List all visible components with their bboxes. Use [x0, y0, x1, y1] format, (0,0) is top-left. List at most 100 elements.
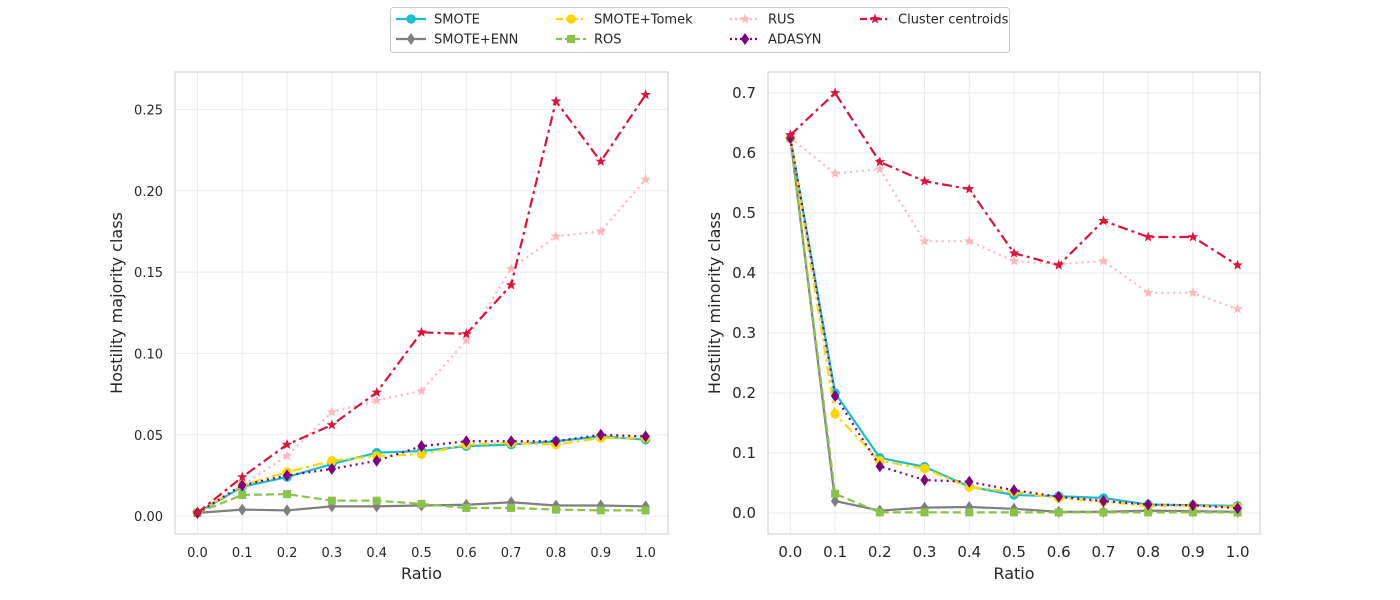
- series-ros: [786, 134, 1242, 517]
- x-ticks: 0.0 0.1 0.2 0.3 0.4 0.5 0.6 0.7 0.8 0.9 1.0: [778, 543, 1249, 561]
- data-point-rus: [964, 235, 975, 246]
- data-point-cluster-centroids: [1187, 231, 1199, 242]
- data-point-adasyn: [920, 474, 929, 486]
- data-point-smote-tomek: [919, 463, 930, 474]
- y-tick-label: 0.25: [134, 103, 163, 118]
- data-point-ros: [372, 496, 381, 505]
- data-point-adasyn: [1009, 484, 1019, 497]
- data-point-adasyn: [1233, 502, 1242, 515]
- series-cluster-centroids: [192, 89, 651, 518]
- legend-label: RUS: [768, 13, 795, 28]
- data-point-cluster-centroids: [829, 87, 841, 98]
- data-point-cluster-centroids: [919, 175, 930, 186]
- plot-frame: [767, 71, 1261, 535]
- data-point-smote-enn: [830, 495, 840, 507]
- plot-minority: 0.0 0.1 0.2 0.3 0.4 0.5 0.6 0.7 0.8 0.9 1.00.00.10…: [705, 71, 1261, 583]
- data-point-smote-enn: [920, 501, 929, 514]
- data-point-adasyn: [1188, 499, 1198, 512]
- data-point-ros: [596, 506, 605, 515]
- data-point-rus: [461, 334, 472, 345]
- data-point-ros: [283, 490, 292, 499]
- series-ros: [193, 490, 650, 517]
- data-point-ros: [238, 490, 247, 499]
- data-point-adasyn: [551, 435, 561, 448]
- x-tick-label: 0.0: [187, 546, 208, 561]
- y-axis-label: Hostility majority class: [107, 212, 126, 394]
- series-adasyn: [193, 428, 650, 519]
- legend-label: SMOTE+Tomek: [594, 13, 693, 28]
- data-point-rus: [1008, 255, 1020, 266]
- y-tick-label: 0.5: [732, 204, 756, 222]
- data-point-cluster-centroids: [505, 279, 517, 290]
- plot-frame: [174, 71, 669, 535]
- data-point-smote-enn: [238, 503, 247, 516]
- data-point-cluster-centroids: [1232, 259, 1243, 270]
- plot-majority: 0.0 0.1 0.2 0.3 0.4 0.5 0.6 0.7 0.8 0.9 1.00.000.0…: [107, 71, 669, 583]
- data-point-rus: [281, 450, 293, 461]
- data-point-rus: [919, 235, 930, 246]
- y-tick-label: 0.3: [732, 324, 756, 342]
- y-tick-label: 0.15: [134, 266, 163, 281]
- data-point-cluster-centroids: [1142, 231, 1154, 242]
- data-point-cluster-centroids: [550, 95, 562, 106]
- x-tick-label: 0.3: [322, 546, 343, 561]
- x-tick-label: 0.4: [957, 543, 981, 561]
- data-point-ros: [641, 506, 650, 515]
- data-point-cluster-centroids: [192, 507, 203, 518]
- legend-marker: [869, 13, 881, 24]
- data-point-ros: [831, 489, 840, 498]
- data-point-adasyn: [372, 454, 381, 467]
- data-point-cluster-centroids: [595, 155, 606, 166]
- data-point-cluster-centroids: [281, 439, 293, 449]
- data-point-rus: [1142, 287, 1154, 298]
- data-point-ros: [551, 505, 560, 514]
- data-point-rus: [416, 385, 427, 396]
- data-point-cluster-centroids: [1008, 247, 1020, 258]
- y-tick-label: 0.7: [732, 84, 756, 102]
- x-tick-label: 0.4: [366, 546, 387, 561]
- data-point-adasyn: [596, 428, 605, 441]
- series-line-rus: [789, 137, 1239, 311]
- data-point-cluster-centroids: [1098, 215, 1109, 226]
- data-point-adasyn: [506, 435, 516, 448]
- legend-label: ROS: [594, 33, 622, 48]
- x-tick-label: 0.7: [1092, 543, 1116, 561]
- data-point-cluster-centroids: [640, 89, 651, 100]
- x-axis-label: Ratio: [401, 564, 442, 583]
- data-point-ros: [1010, 508, 1018, 517]
- data-point-ros: [1188, 508, 1197, 517]
- legend-item-cluster-centroids: Cluster centroids: [860, 13, 1009, 28]
- y-tick-label: 0.20: [134, 185, 163, 200]
- data-point-ros: [965, 508, 974, 517]
- y-tick-label: 0.1: [732, 444, 756, 462]
- data-point-adasyn: [327, 462, 337, 475]
- y-tick-label: 0.10: [134, 347, 163, 362]
- data-point-cluster-centroids: [416, 326, 427, 337]
- legend-frame: [390, 7, 1010, 53]
- x-tick-label: 0.9: [1181, 543, 1205, 561]
- y-axis-label: Hostility minority class: [705, 212, 724, 394]
- data-point-ros: [920, 508, 929, 517]
- data-point-rus: [829, 167, 841, 178]
- legend-item-rus: RUS: [730, 13, 795, 28]
- data-point-smote-enn: [282, 504, 292, 517]
- x-tick-label: 0.8: [546, 546, 567, 561]
- series-line-cluster-centroids: [196, 94, 647, 514]
- legend-marker: [567, 35, 575, 43]
- data-point-adasyn: [875, 460, 885, 473]
- data-point-adasyn: [462, 435, 471, 448]
- data-point-rus: [640, 173, 651, 184]
- x-tick-label: 0.5: [1002, 543, 1026, 561]
- legend-label: SMOTE+ENN: [434, 33, 518, 48]
- legend-label: ADASYN: [768, 33, 822, 48]
- data-point-cluster-centroids: [874, 156, 886, 167]
- data-point-ros: [507, 503, 516, 512]
- x-tick-label: 1.0: [1226, 543, 1250, 561]
- legend-item-smote-enn: SMOTE+ENN: [396, 33, 518, 48]
- x-tick-label: 0.2: [277, 546, 298, 561]
- legend-item-smote: SMOTE: [396, 13, 480, 28]
- legend-marker: [406, 33, 416, 45]
- data-point-rus: [550, 230, 562, 241]
- data-point-ros: [1099, 508, 1108, 517]
